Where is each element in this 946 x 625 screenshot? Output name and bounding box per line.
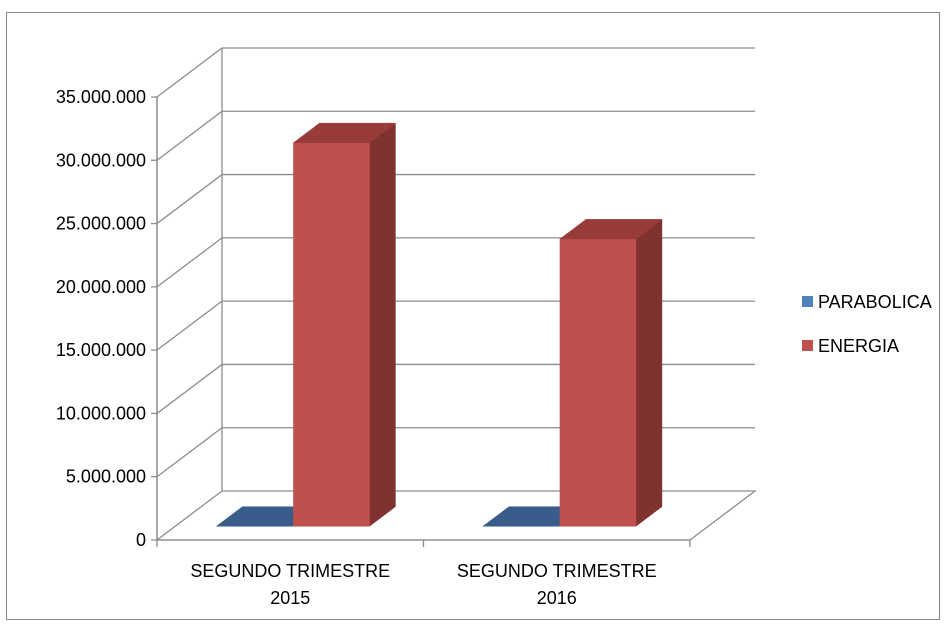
bar-side-face	[635, 218, 663, 527]
bar-top-face	[292, 122, 397, 144]
side-wall-gridline	[156, 174, 223, 225]
bar-top-face	[559, 219, 663, 240]
y-axis-tick-label: 5.000.000	[66, 467, 146, 487]
bar-front-face	[293, 142, 370, 527]
legend-item-parabolica: PARABOLICA	[802, 292, 932, 312]
legend-swatch	[802, 296, 813, 307]
x-axis-tick-label-line: 2016	[537, 588, 577, 608]
y-axis-tick-label: 0	[136, 530, 146, 550]
legend-label: PARABOLICA	[818, 292, 932, 312]
side-wall-gridline	[156, 300, 223, 351]
bar-energia-1	[292, 122, 397, 527]
x-axis-tick-label-line: SEGUNDO TRIMESTRE	[457, 561, 657, 581]
bar-side-face	[369, 122, 396, 527]
side-wall-gridline	[156, 237, 223, 288]
legend-swatch	[802, 340, 813, 351]
y-axis-tick-label: 15.000.000	[56, 340, 146, 360]
y-axis-tick-label: 35.000.000	[56, 87, 146, 107]
y-axis-tick-label: 25.000.000	[56, 214, 146, 234]
chart-border	[6, 12, 940, 620]
y-axis-tick-label: 20.000.000	[56, 277, 146, 297]
legend: PARABOLICA ENERGIA	[802, 292, 932, 356]
x-axis-tick-label: SEGUNDO TRIMESTRE 2015	[190, 561, 390, 608]
x-axis-tick-label: SEGUNDO TRIMESTRE 2016	[457, 561, 657, 608]
bar-front-face	[559, 238, 637, 527]
x-axis-tick-label-line: SEGUNDO TRIMESTRE	[190, 561, 390, 581]
side-wall-gridline	[156, 427, 223, 478]
y-axis-tick-label: 30.000.000	[56, 150, 146, 170]
y-axis-tick-labels: 0 5.000.000 10.000.000 15.000.000 20.000.000…	[56, 87, 146, 550]
axes	[151, 96, 691, 547]
legend-item-energia: ENERGIA	[802, 336, 899, 356]
side-wall-gridline	[156, 363, 223, 414]
side-wall-gridline	[156, 47, 223, 98]
bars	[215, 122, 663, 527]
x-axis-tick-label-line: 2015	[270, 588, 310, 608]
side-wall-gridline	[156, 110, 223, 161]
y-axis-tick-label: 10.000.000	[56, 403, 146, 423]
x-axis-tick-labels: SEGUNDO TRIMESTRE 2015 SEGUNDO TRIMESTRE 20…	[190, 561, 656, 608]
bar-energia-2	[559, 218, 663, 527]
legend-label: ENERGIA	[818, 336, 899, 356]
